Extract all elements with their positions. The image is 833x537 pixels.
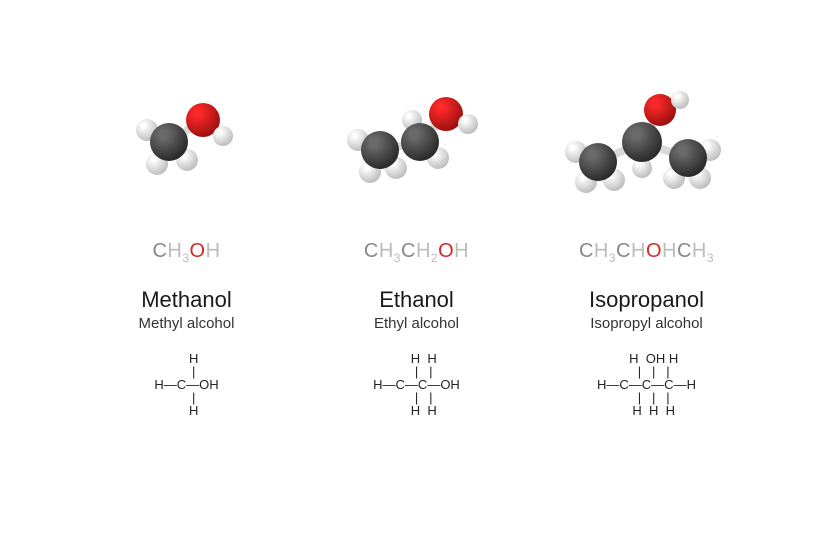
methanol-name: Methanol	[141, 287, 232, 313]
atom-c	[579, 143, 617, 181]
atom-c	[622, 122, 662, 162]
methanol-ball-stick-model	[82, 60, 292, 220]
atom-c	[401, 123, 439, 161]
isopropanol-structural-formula: H OH H | | | H—C—C—C—H | | | H H H	[597, 352, 696, 417]
ethanol-molecular-formula: CH3CH2OH	[364, 240, 469, 265]
atom-h	[458, 114, 478, 134]
molecule-methanol: CH3OH Methanol Methyl alcohol H | H—C—OH |…	[82, 60, 292, 417]
molecule-columns: CH3OH Methanol Methyl alcohol H | H—C—OH |…	[0, 60, 833, 417]
atom-c	[669, 139, 707, 177]
isopropanol-common-name: Isopropyl alcohol	[590, 315, 703, 332]
ethanol-ball-stick-model	[312, 60, 522, 220]
atom-c	[150, 123, 188, 161]
molecule-ethanol: CH3CH2OH Ethanol Ethyl alcohol H H | | H—C…	[312, 60, 522, 417]
methanol-structural-formula: H | H—C—OH | H	[154, 352, 218, 417]
ethanol-name: Ethanol	[379, 287, 454, 313]
ethanol-structural-formula: H H | | H—C—C—OH | | H H	[373, 352, 460, 417]
atom-c	[361, 131, 399, 169]
ethanol-common-name: Ethyl alcohol	[374, 315, 459, 332]
isopropanol-ball-stick-model	[542, 60, 752, 220]
atom-o	[429, 97, 463, 131]
isopropanol-molecular-formula: CH3CHOHCH3	[579, 240, 714, 265]
atom-h	[213, 126, 233, 146]
atom-h	[671, 91, 689, 109]
molecule-isopropanol: CH3CHOHCH3 Isopropanol Isopropyl alcohol H…	[542, 60, 752, 417]
methanol-molecular-formula: CH3OH	[152, 240, 220, 265]
methanol-common-name: Methyl alcohol	[139, 315, 235, 332]
isopropanol-name: Isopropanol	[589, 287, 704, 313]
